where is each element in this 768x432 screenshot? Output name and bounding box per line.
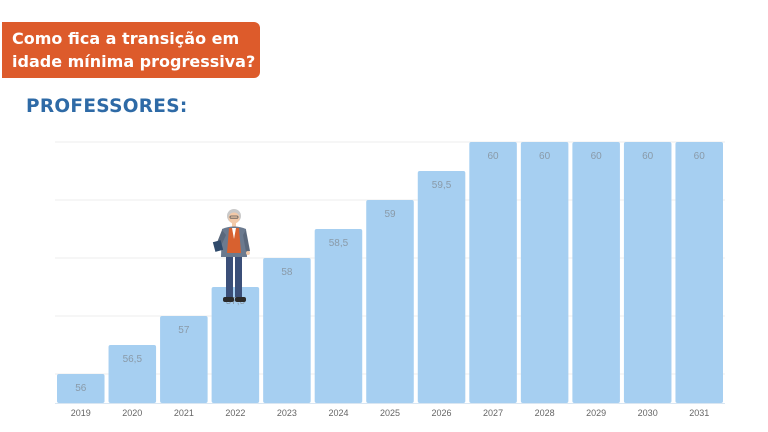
data-label-2020: 56,5 [123,354,143,365]
data-label-2030: 60 [642,151,654,162]
bar-2022 [211,287,260,403]
tick-label-2019: 2019 [71,408,91,418]
tick-label-2031: 2031 [689,408,709,418]
data-label-2019: 56 [75,383,87,394]
tick-label-2024: 2024 [328,408,348,418]
data-label-2022: 57,5 [226,296,246,307]
bar-2026 [417,171,466,403]
tick-label-2029: 2029 [586,408,606,418]
title-banner: Como fica a transição em idade mínima pr… [2,22,260,78]
bar-2025 [366,200,414,403]
tick-label-2022: 2022 [225,408,245,418]
tick-label-2026: 2026 [432,408,452,418]
title-line-2: idade mínima progressiva? [12,52,256,71]
data-label-2026: 59,5 [432,180,452,191]
bar-2019 [57,374,105,403]
tick-label-2028: 2028 [535,408,555,418]
tick-label-2021: 2021 [174,408,194,418]
bar-2023 [263,258,311,403]
bar-2021 [160,316,208,403]
data-label-2021: 57 [178,325,190,336]
title-line-1: Como fica a transição em [12,29,240,48]
data-label-2023: 58 [281,267,293,278]
bar-2029 [572,142,620,403]
tick-label-2027: 2027 [483,408,503,418]
bar-2027 [469,142,517,403]
tick-label-2025: 2025 [380,408,400,418]
data-label-2031: 60 [694,151,706,162]
data-label-2025: 59 [384,209,396,220]
data-label-2027: 60 [488,151,500,162]
bar-2020 [108,345,157,403]
tick-label-2023: 2023 [277,408,297,418]
bar-2024 [314,229,363,403]
bar-2030 [623,142,672,403]
teacher-figure-icon [212,209,250,302]
bar-2031 [675,142,723,403]
data-label-2029: 60 [591,151,603,162]
tick-label-2020: 2020 [122,408,142,418]
bar-2028 [520,142,569,403]
data-label-2024: 58,5 [329,238,349,249]
data-label-2028: 60 [539,151,551,162]
chart-subtitle: PROFESSORES: [26,96,188,117]
tick-label-2030: 2030 [638,408,658,418]
